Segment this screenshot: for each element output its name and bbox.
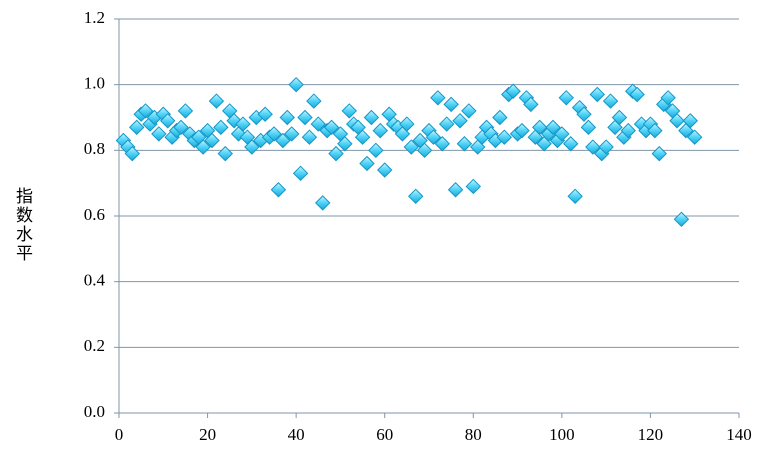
- point: [213, 119, 229, 136]
- y-tick-label: 0.2: [84, 336, 105, 355]
- point: [310, 116, 326, 132]
- point: [284, 126, 300, 142]
- point: [137, 103, 154, 119]
- point: [173, 119, 189, 136]
- point: [611, 109, 628, 126]
- point: [399, 116, 415, 132]
- point: [620, 122, 636, 139]
- y-tick-label: 1.0: [84, 74, 105, 93]
- x-tick-label: 20: [199, 425, 216, 444]
- point: [151, 126, 167, 142]
- point: [341, 103, 357, 119]
- point: [492, 109, 508, 126]
- point: [447, 182, 464, 198]
- point: [545, 119, 561, 136]
- point: [682, 113, 698, 129]
- point: [496, 129, 512, 145]
- point: [359, 155, 375, 172]
- point: [306, 93, 322, 109]
- point: [408, 188, 424, 205]
- point: [275, 132, 291, 149]
- point: [461, 103, 477, 119]
- point: [514, 122, 530, 139]
- point: [602, 93, 619, 109]
- point: [532, 119, 548, 136]
- y-tick-label: 1.2: [84, 8, 105, 27]
- y-tick-label: 0.6: [84, 205, 105, 224]
- point: [301, 129, 318, 145]
- x-tick-label: 0: [115, 425, 124, 444]
- x-tick-label: 40: [288, 425, 305, 444]
- point: [585, 139, 601, 155]
- point: [505, 83, 521, 99]
- point: [558, 90, 574, 106]
- point: [377, 162, 393, 178]
- point: [589, 86, 605, 103]
- y-tick-label: 0.8: [84, 139, 105, 158]
- point: [208, 93, 225, 109]
- point: [372, 122, 388, 139]
- point: [647, 122, 663, 139]
- point: [297, 109, 313, 126]
- point: [554, 126, 570, 142]
- y-tick-label: 0.0: [84, 402, 105, 421]
- point: [629, 86, 645, 103]
- point: [244, 139, 260, 155]
- point: [337, 136, 353, 152]
- y-tick-label: 0.4: [84, 271, 106, 290]
- point: [567, 188, 583, 205]
- point: [279, 109, 295, 126]
- point: [456, 136, 473, 152]
- point: [266, 126, 282, 142]
- point: [580, 119, 597, 136]
- point: [177, 103, 194, 119]
- point: [292, 165, 309, 182]
- point: [363, 109, 380, 126]
- point: [416, 142, 433, 159]
- point: [563, 136, 579, 152]
- point: [660, 90, 676, 106]
- point: [439, 116, 455, 132]
- point: [651, 145, 667, 162]
- point: [204, 132, 220, 149]
- point: [328, 145, 344, 162]
- point: [288, 76, 304, 93]
- point: [673, 211, 690, 227]
- x-tick-label: 100: [549, 425, 575, 444]
- point: [443, 96, 459, 113]
- point: [425, 129, 442, 145]
- point: [669, 113, 685, 129]
- x-tick-label: 120: [638, 425, 664, 444]
- point: [195, 139, 211, 155]
- point: [217, 145, 233, 162]
- point: [270, 182, 287, 198]
- point: [465, 178, 481, 195]
- point: [452, 113, 468, 129]
- point: [598, 139, 614, 155]
- point: [368, 142, 384, 159]
- point: [434, 136, 450, 152]
- point: [257, 106, 273, 122]
- x-tick-label: 60: [376, 425, 393, 444]
- point: [323, 119, 340, 136]
- point: [403, 139, 419, 155]
- point: [129, 119, 145, 136]
- point: [160, 113, 176, 129]
- point: [687, 129, 703, 145]
- point: [576, 106, 592, 122]
- y-axis-label: 指数水平: [12, 187, 33, 263]
- x-tick-label: 80: [465, 425, 482, 444]
- x-tick-label: 140: [726, 425, 752, 444]
- point: [354, 129, 371, 145]
- point: [235, 116, 251, 132]
- point: [430, 90, 446, 106]
- point: [124, 145, 140, 162]
- point: [315, 195, 331, 211]
- point: [523, 96, 539, 113]
